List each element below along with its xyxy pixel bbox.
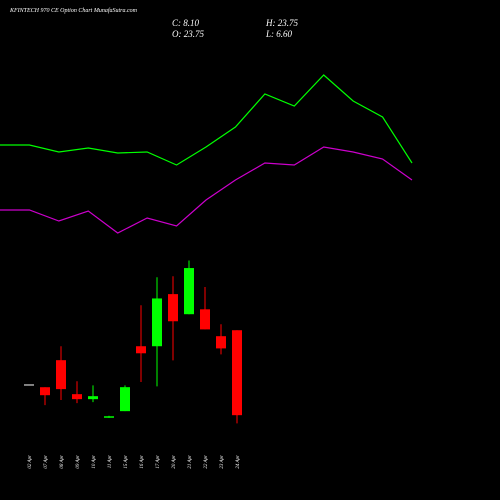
summary-low: L: 6.60 <box>265 29 293 39</box>
candle-body <box>232 330 242 416</box>
x-tick-label: 17 Apr <box>156 455 161 469</box>
x-tick-label: 11 Apr <box>108 455 113 468</box>
x-tick-label: 07 Apr <box>44 455 49 469</box>
x-tick-label: 23 Apr <box>220 455 225 469</box>
candle-body <box>136 346 146 354</box>
candle-body <box>216 336 226 349</box>
summary-open: O: 23.75 <box>172 29 204 39</box>
candle-body <box>72 394 82 400</box>
candle-body <box>24 384 34 386</box>
candle-body <box>168 294 178 322</box>
candle-body <box>40 387 50 396</box>
candle-body <box>152 298 162 347</box>
x-tick-label: 15 Apr <box>124 455 129 469</box>
summary-high: H: 23.75 <box>265 18 298 28</box>
x-tick-label: 22 Apr <box>204 455 209 469</box>
x-tick-label: 21 Apr <box>188 455 193 469</box>
candle-body <box>104 416 114 418</box>
line-series <box>0 74 413 166</box>
x-tick-label: 20 Apr <box>172 455 177 469</box>
line-series <box>0 146 413 234</box>
summary-close: C: 8.10 <box>172 18 200 28</box>
x-tick-label: 16 Apr <box>140 455 145 469</box>
x-tick-label: 10 Apr <box>92 455 97 469</box>
x-tick-label: 24 Apr <box>236 455 241 469</box>
candle-body <box>200 309 210 330</box>
candle-body <box>120 387 130 412</box>
candle-body <box>184 268 194 315</box>
chart-title: KFINTECH 970 CE Option Chart MunafaSutra… <box>9 7 138 14</box>
candle-body <box>88 396 98 400</box>
x-tick-label: 08 Apr <box>60 455 65 469</box>
x-tick-label: 09 Apr <box>76 455 81 469</box>
x-tick-label: 02 Apr <box>28 455 33 469</box>
candle-body <box>56 360 66 390</box>
